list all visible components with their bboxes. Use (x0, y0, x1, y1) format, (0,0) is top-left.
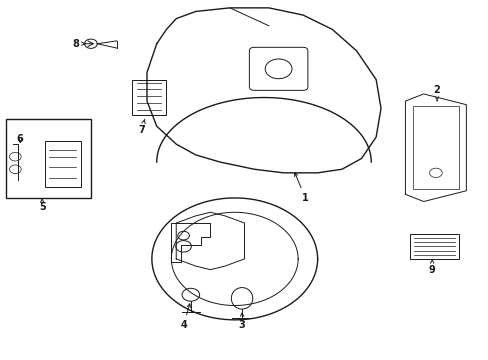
Text: 3: 3 (238, 313, 245, 330)
Text: 5: 5 (39, 199, 45, 212)
Text: 8: 8 (73, 39, 85, 49)
Text: 7: 7 (139, 119, 145, 135)
Text: 6: 6 (17, 134, 23, 144)
Text: 2: 2 (433, 85, 440, 101)
Bar (412, 107, 458, 189)
Bar (409, 234, 458, 259)
Text: 1: 1 (294, 173, 308, 203)
Text: 9: 9 (428, 260, 435, 275)
Bar (44, 140, 81, 187)
Bar (5, 119, 91, 198)
Bar (132, 80, 165, 116)
Text: 4: 4 (180, 304, 190, 330)
